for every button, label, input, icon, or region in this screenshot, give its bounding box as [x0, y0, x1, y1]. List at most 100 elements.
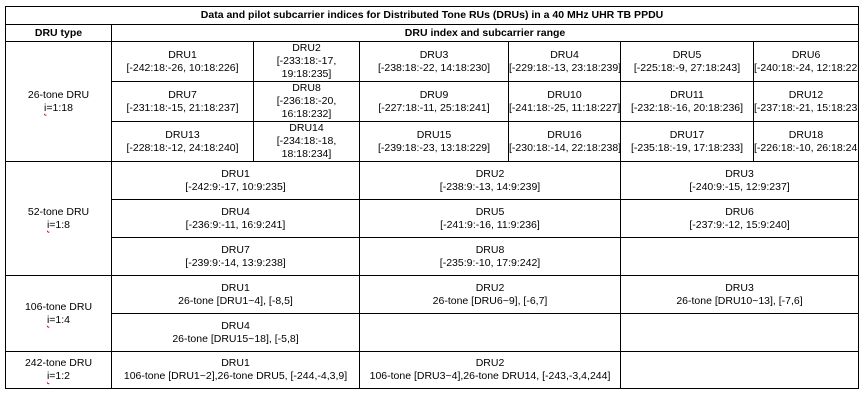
dru-name: DRU1	[221, 167, 250, 180]
dru-type-label: 106-tone DRU	[24, 300, 93, 313]
dru-name: DRU17	[669, 128, 705, 141]
dru-index-range: i=1:4	[7, 313, 111, 327]
dru-name: DRU6	[725, 205, 754, 218]
subcarrier-range: [-238:9:-13, 14:9:239]	[439, 180, 541, 193]
col-header-range: DRU index and subcarrier range	[110, 24, 860, 42]
dru-name: DRU2	[475, 281, 505, 294]
dru-cell: DRU9 [-227:18:-11, 25:18:241]	[359, 81, 509, 122]
dru-cell: DRU12 [-237:18:-21, 15:18:231]	[752, 81, 860, 122]
dru-type-cell: 242-tone DRU i=1:2	[5, 351, 112, 389]
table-title: Data and pilot subcarrier indices for Di…	[4, 6, 860, 25]
subcarrier-range: [-242:9:-17, 10:9:235]	[185, 180, 286, 193]
subcarrier-range: 26-tone [DRU6~9], [-6,7]	[432, 294, 548, 307]
dru-cell: DRU17 [-235:18:-19, 17:18:233]	[620, 121, 754, 162]
dru-type-label: 242-tone DRU	[24, 357, 93, 369]
subcarrier-range: [-239:9:-14, 13:9:238]	[185, 256, 286, 269]
subcarrier-range: [-234:18:-18,	[276, 135, 337, 147]
table-row: DRU4 [-236:9:-11, 16:9:241] DRU5 [-241:9:-1…	[6, 199, 860, 238]
subcarrier-range: [-240:9:-15, 12:9:237]	[689, 180, 790, 193]
subcarrier-range: [-225:18:-9, 27:18:243]	[633, 61, 741, 74]
dru-name: DRU8	[475, 243, 505, 256]
dru-cell: DRU10 [-241:18:-25, 11:18:227]	[508, 81, 621, 122]
dru-cell: DRU4 26-tone [DRU15~18], [-5,8]	[111, 313, 360, 352]
dru-cell: DRU6 [-240:18:-24, 12:18:228]	[752, 41, 860, 82]
index-range-value: =1:4	[49, 313, 71, 326]
dru-name: DRU8	[292, 82, 321, 95]
table-container: Data and pilot subcarrier indices for Di…	[4, 6, 860, 389]
dru-type-label: 26-tone DRU	[27, 88, 90, 101]
table-row: DRU7 [-239:9:-14, 13:9:238] DRU8 [-235:9:-1…	[6, 237, 860, 276]
dru-cell: DRU18 [-226:18:-10, 26:18:242]	[752, 121, 860, 162]
dru-cell: DRU7 [-239:9:-14, 13:9:238]	[111, 237, 360, 276]
subcarrier-range: [-236:18:-20,	[276, 95, 337, 107]
dru-index-range: i=1:8	[7, 218, 111, 232]
subcarrier-range: [-230:18:-14, 22:18:238]	[509, 141, 621, 154]
dru-cell: DRU1 [-242:18:-26, 10:18:226]	[111, 41, 254, 82]
subcarrier-range: [-239:18:-23, 13:18:229]	[377, 141, 491, 154]
dru-cell	[359, 313, 621, 352]
subcarrier-range: [-240:18:-24, 12:18:228]	[754, 61, 859, 74]
dru-name: DRU9	[419, 88, 449, 101]
dru-cell: DRU11 [-232:18:-16, 20:18:236]	[620, 81, 754, 122]
dru-name: DRU2	[292, 42, 321, 55]
dru-name: DRU10	[547, 88, 582, 101]
dru-cell: DRU5 [-225:18:-9, 27:18:243]	[620, 41, 754, 82]
dru-cell: DRU1 106-tone [DRU1~2],26-tone DRU5, [-24…	[111, 351, 360, 389]
subcarrier-range: 26-tone [DRU10~13], [-7,6]	[676, 294, 803, 307]
dru-name: DRU14	[289, 122, 324, 135]
subcarrier-range: 26-tone [DRU15~18], [-5,8]	[172, 332, 299, 345]
col-header-type: DRU type	[5, 24, 112, 42]
subcarrier-range: [-229:18:-13, 23:18:239]	[509, 61, 621, 74]
dru-type-cell: 52-tone DRU i=1:8	[5, 161, 112, 276]
dru-type-cell: 106-tone DRU i=1:4	[5, 275, 112, 352]
dru-cell: DRU1 [-242:9:-17, 10:9:235]	[111, 161, 360, 200]
table-row: 26-tone DRU i=1:18 DRU1 [-242:18:-26, 10:18…	[5, 41, 860, 162]
dru-table: Data and pilot subcarrier indices for Di…	[4, 6, 860, 389]
dru-name: DRU11	[670, 88, 704, 101]
dru-type-label: 52-tone DRU	[27, 205, 90, 218]
dru-name: DRU2	[475, 357, 505, 369]
column-header-row: DRU type DRU index and subcarrier range	[5, 24, 860, 42]
subcarrier-range: [-241:18:-25, 11:18:227]	[509, 101, 621, 114]
subcarrier-range: [-236:9:-11, 16:9:241]	[185, 218, 286, 231]
subcarrier-range: 106-tone [DRU1~2],26-tone DRU5, [-244,-4…	[123, 370, 348, 382]
dru-name: DRU15	[416, 128, 452, 141]
dru-cell: DRU7 [-231:18:-15, 21:18:237]	[111, 81, 254, 122]
subcarrier-range: [-238:18:-22, 14:18:230]	[377, 61, 491, 74]
table-row: DRU13 [-228:18:-12, 24:18:240] DRU14 [-234:…	[6, 121, 860, 162]
index-variable: i	[46, 313, 50, 326]
dru-cell: DRU14 [-234:18:-18, 18:18:234]	[253, 121, 360, 162]
index-variable: i	[46, 370, 50, 382]
subcarrier-range: [-227:18:-11, 25:18:241]	[378, 101, 490, 114]
dru-cell: DRU3 [-240:9:-15, 12:9:237]	[619, 161, 860, 200]
dru-cell	[619, 313, 860, 352]
dru-name: DRU12	[788, 88, 824, 101]
dru-name: DRU4	[221, 319, 250, 332]
subcarrier-range: [-231:18:-15, 21:18:237]	[126, 101, 239, 114]
index-variable: i	[46, 218, 50, 231]
dru-name: DRU5	[672, 48, 702, 61]
dru-cell: DRU2 106-tone [DRU3~4],26-tone DRU14, [-2…	[359, 351, 621, 389]
dru-name: DRU16	[547, 128, 582, 141]
dru-name: DRU1	[221, 281, 250, 294]
subcarrier-range: [-226:18:-10, 26:18:242]	[754, 141, 859, 154]
dru-name: DRU18	[788, 128, 824, 141]
dru-name: DRU3	[725, 167, 754, 180]
dru-name: DRU7	[221, 243, 250, 256]
subcarrier-range: [-228:18:-12, 24:18:240]	[126, 141, 239, 154]
dru-cell: DRU2 [-238:9:-13, 14:9:239]	[359, 161, 621, 200]
subcarrier-range: [-233:18:-17,	[276, 55, 337, 67]
dru-cell: DRU3 [-238:18:-22, 14:18:230]	[359, 41, 509, 82]
table-row: 242-tone DRU i=1:2 DRU1 106-tone [DRU1~2],2…	[5, 351, 860, 389]
table-row: 106-tone DRU i=1:4 DRU1 26-tone [DRU1~4], […	[5, 275, 860, 352]
title-row: Data and pilot subcarrier indices for Di…	[4, 6, 860, 25]
dru-cell: DRU8 [-235:9:-10, 17:9:242]	[359, 237, 621, 276]
subcarrier-range: 106-tone [DRU3~4],26-tone DRU14, [-243,-…	[369, 370, 611, 382]
dru-name: DRU2	[475, 167, 505, 180]
dru-name: DRU5	[475, 205, 505, 218]
subcarrier-range: [-232:18:-16, 20:18:236]	[630, 101, 744, 114]
subcarrier-range: [-237:18:-21, 15:18:231]	[754, 101, 859, 114]
dru-cell: DRU4 [-229:18:-13, 23:18:239]	[508, 41, 621, 82]
dru-name: DRU6	[791, 48, 821, 61]
dru-cell: DRU16 [-230:18:-14, 22:18:238]	[508, 121, 621, 162]
